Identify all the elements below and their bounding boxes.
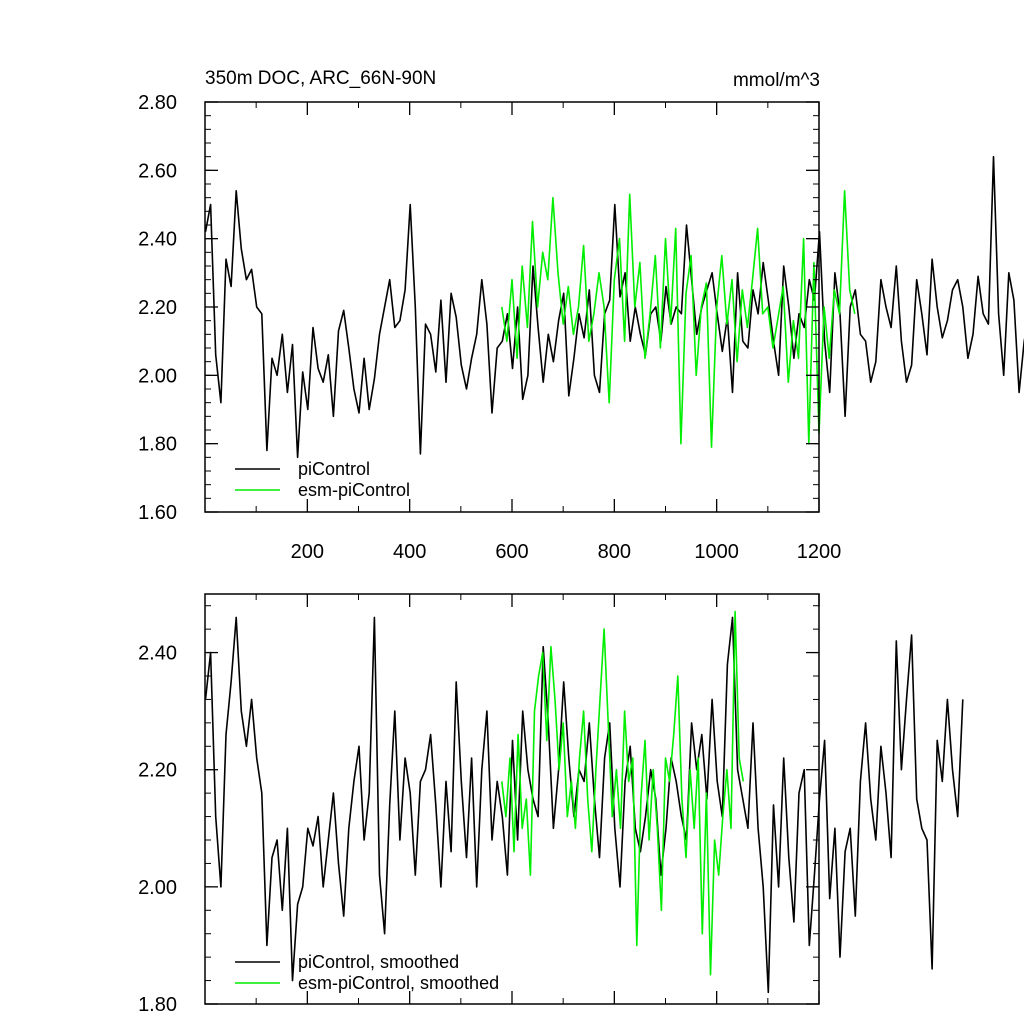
x-tick-label: 1000 [694, 541, 739, 563]
bottom-plot-area [204, 610, 964, 994]
top-x-axis: 200 400 600 800 1000 1200 [255, 102, 842, 563]
y-tick-label: 2.80 [138, 92, 177, 114]
y-tick-label: 2.20 [138, 297, 177, 319]
legend-label-picontrol: piControl [298, 459, 370, 479]
top-units: mmol/m^3 [733, 70, 820, 91]
bottom-y-axis: 1.80 2.00 2.20 2.40 [138, 605, 819, 1016]
legend-label-esm-picontrol-smoothed: esm-piControl, smoothed [298, 973, 499, 993]
x-tick-label: 600 [495, 541, 528, 563]
x-tick-label: 200 [291, 541, 324, 563]
series-line-esm-picontrol-smoothed-p1 [501, 610, 745, 976]
bottom-x-axis [255, 594, 820, 1004]
y-tick-label: 1.80 [138, 434, 177, 456]
y-tick-label: 2.00 [138, 877, 177, 899]
bottom-legend: piControl, smoothed esm-piControl, smoot… [235, 952, 499, 993]
top-plot-area [204, 155, 1024, 459]
top-y-axis: 1.60 1.80 2.00 2.20 2.40 2.60 2.80 [138, 92, 819, 524]
bottom-panel: 1.80 2.00 2.20 2.40 piControl, smoothed esm… [138, 593, 964, 1016]
y-tick-label: 2.00 [138, 365, 177, 387]
series-line-picontrol-smoothed-p1 [204, 616, 964, 994]
y-tick-label: 1.60 [138, 502, 177, 524]
y-tick-label: 2.20 [138, 760, 177, 782]
legend-label-esm-picontrol: esm-piControl [298, 480, 410, 500]
top-panel: 350m DOC, ARC_66N-90N mmol/m^3 1.60 1.80 2… [138, 68, 1024, 563]
x-tick-label: 1200 [797, 541, 842, 563]
y-tick-label: 2.40 [138, 643, 177, 665]
x-tick-label: 400 [393, 541, 426, 563]
legend-label-picontrol-smoothed: piControl, smoothed [298, 952, 459, 972]
y-tick-label: 2.60 [138, 160, 177, 182]
top-legend: piControl esm-piControl [235, 459, 410, 500]
top-title: 350m DOC, ARC_66N-90N [205, 68, 436, 89]
series-line-picontrol-p0 [204, 155, 1024, 459]
x-tick-label: 800 [598, 541, 631, 563]
y-tick-label: 1.80 [138, 994, 177, 1016]
series-line-esm-picontrol-p0 [501, 190, 856, 448]
y-tick-label: 2.40 [138, 229, 177, 251]
